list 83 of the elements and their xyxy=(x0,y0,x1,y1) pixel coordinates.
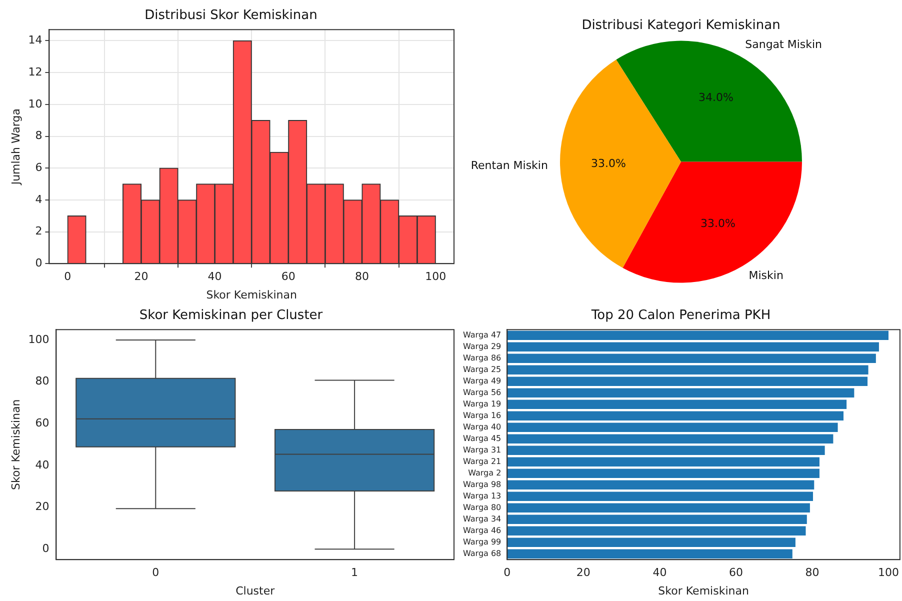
bar xyxy=(507,492,813,501)
x-tick-label: 0 xyxy=(152,566,160,580)
y-tick-label: Warga 86 xyxy=(462,353,502,362)
y-tick-label: 60 xyxy=(35,416,50,430)
chart-title: Skor Kemiskinan per Cluster xyxy=(139,308,324,324)
bar xyxy=(507,549,792,558)
x-tick-label: 60 xyxy=(281,270,296,284)
y-tick-label: Warga 46 xyxy=(462,526,502,535)
bar xyxy=(507,388,854,398)
x-tick-label: 60 xyxy=(728,566,743,580)
x-axis-title: Skor Kemiskinan xyxy=(658,584,749,598)
bar xyxy=(507,468,820,478)
y-tick-label: Warga 25 xyxy=(462,364,502,374)
y-tick-label: Warga 49 xyxy=(462,376,502,386)
y-tick-label: 12 xyxy=(28,65,42,78)
slice-label: Rentan Miskin xyxy=(470,158,548,172)
bar xyxy=(507,365,868,374)
x-axis-title: Cluster xyxy=(236,584,276,598)
y-axis-title: Skor Kemiskinan xyxy=(9,399,22,490)
y-tick-label: Warga 21 xyxy=(462,456,502,466)
chart-title: Distribusi Kategori Kemiskinan xyxy=(582,18,780,34)
y-tick-label: Warga 99 xyxy=(462,537,502,546)
data-label: 33.0% xyxy=(590,156,626,170)
slice-label: Miskin xyxy=(748,269,784,282)
y-tick-label: 0 xyxy=(35,256,42,270)
x-tick-label: 0 xyxy=(504,566,511,580)
y-axis-title: Jumlah Warga xyxy=(9,108,22,186)
bar xyxy=(507,434,834,444)
y-tick-label: 2 xyxy=(35,224,42,238)
y-tick-label: Warga 80 xyxy=(462,502,502,512)
chart-title: Top 20 Calon Penerima PKH xyxy=(590,308,771,324)
y-tick-label: 100 xyxy=(28,332,50,346)
bar xyxy=(507,526,806,536)
slice-label: Sangat Miskin xyxy=(745,38,822,52)
y-tick-label: Warga 47 xyxy=(462,330,502,340)
bar xyxy=(507,538,796,547)
x-tick-label: 20 xyxy=(576,566,590,580)
x-tick-label: 100 xyxy=(425,270,446,284)
x-tick-label: 0 xyxy=(64,270,72,284)
chart-title: Distribusi Skor Kemiskinan xyxy=(144,8,318,24)
bar xyxy=(507,411,844,420)
x-tick-label: 1 xyxy=(351,566,358,580)
data-label: 33.0% xyxy=(700,217,736,230)
bar xyxy=(507,503,810,512)
y-tick-label: 10 xyxy=(28,97,42,110)
bar xyxy=(507,376,868,386)
y-tick-label: 80 xyxy=(35,374,50,388)
x-tick-label: 80 xyxy=(355,270,369,284)
bar xyxy=(507,514,807,524)
y-tick-label: 20 xyxy=(35,500,50,514)
x-tick-label: 40 xyxy=(208,270,222,284)
x-axis-title: Skor Kemiskinan xyxy=(206,288,297,302)
bar xyxy=(507,342,879,352)
data-label: 34.0% xyxy=(698,91,734,104)
y-tick-label: 6 xyxy=(35,160,42,174)
y-tick-label: Warga 56 xyxy=(462,388,502,397)
bar xyxy=(507,457,820,466)
y-tick-label: Warga 98 xyxy=(462,480,502,489)
x-tick-label: 40 xyxy=(652,566,667,580)
y-tick-label: Warga 16 xyxy=(462,410,502,420)
y-tick-label: 0 xyxy=(42,542,50,556)
x-tick-label: 100 xyxy=(878,566,899,580)
bar xyxy=(507,480,814,490)
y-tick-label: 40 xyxy=(35,458,50,472)
y-tick-label: 4 xyxy=(35,192,42,206)
y-tick-label: Warga 45 xyxy=(462,434,502,443)
x-tick-label: 80 xyxy=(805,566,820,580)
y-tick-label: Warga 13 xyxy=(462,491,502,500)
y-tick-label: Warga 40 xyxy=(462,422,502,432)
bar xyxy=(507,446,825,455)
bar xyxy=(507,422,838,432)
x-tick-label: 20 xyxy=(134,270,148,284)
bar xyxy=(507,354,876,363)
y-tick-label: Warga 68 xyxy=(462,548,502,558)
y-tick-label: Warga 29 xyxy=(462,342,502,351)
bar xyxy=(507,330,888,340)
y-tick-label: Warga 34 xyxy=(462,514,502,524)
y-tick-label: 8 xyxy=(35,129,42,142)
y-tick-label: Warga 31 xyxy=(462,445,502,454)
y-tick-label: Warga 19 xyxy=(462,399,502,408)
y-tick-label: Warga 2 xyxy=(468,468,502,478)
bar xyxy=(507,400,847,409)
y-tick-label: 14 xyxy=(28,34,42,47)
